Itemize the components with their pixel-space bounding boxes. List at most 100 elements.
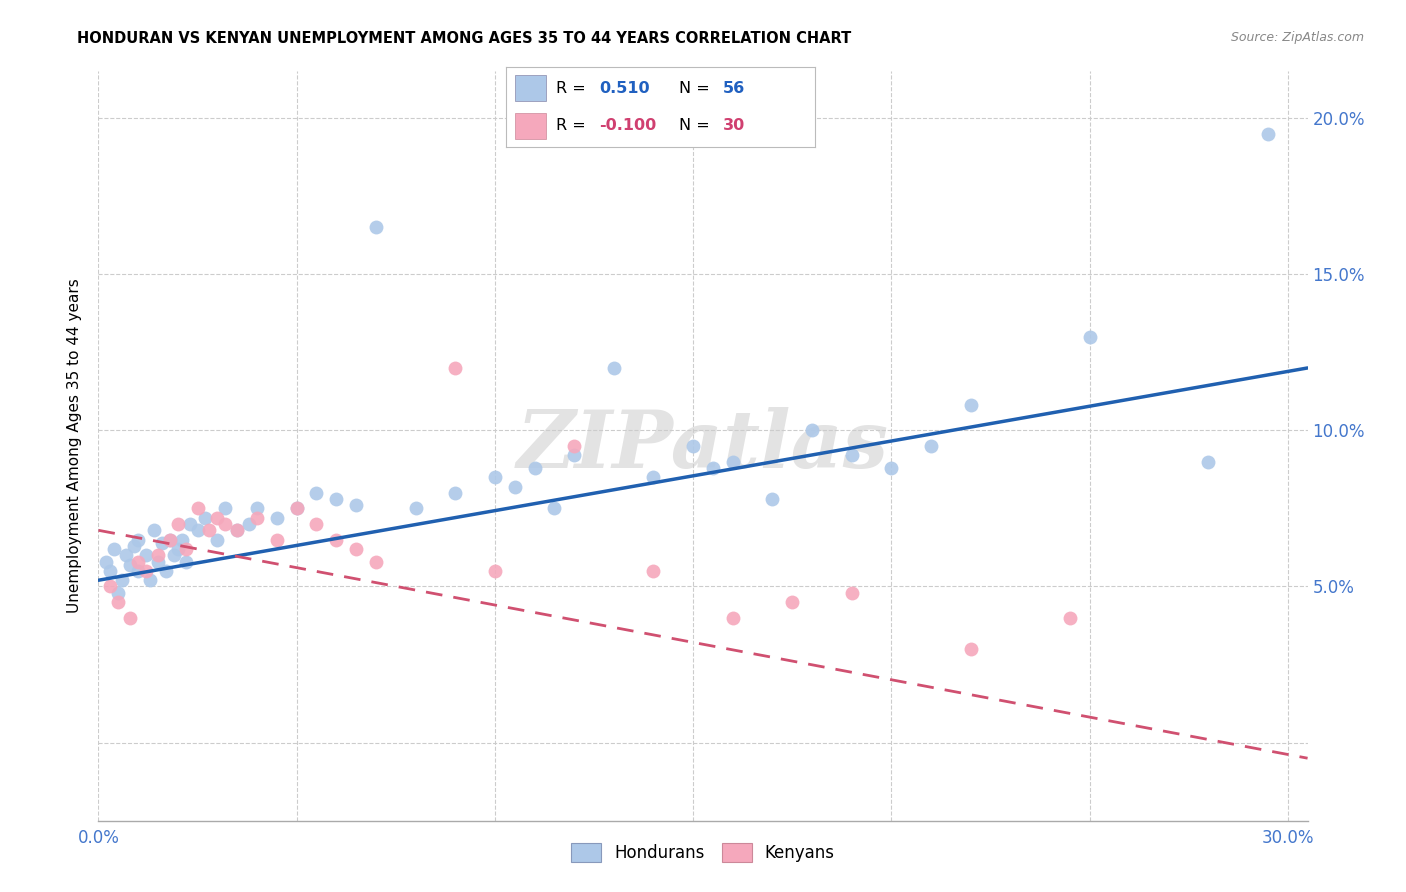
Point (122, 539, 145, 553)
Point (801, 424, 824, 438)
Point (1078, 330, 1101, 344)
Point (523, 461, 546, 475)
Point (1257, 127, 1279, 141)
Point (682, 439, 704, 453)
Text: 0.510: 0.510 (599, 80, 650, 95)
Point (214, 517, 236, 532)
Point (643, 470, 665, 484)
Point (115, 548, 138, 563)
Point (146, 548, 169, 563)
Text: 30: 30 (723, 119, 745, 134)
Point (159, 533, 181, 547)
Point (174, 542, 197, 557)
Point (146, 554, 169, 569)
Point (543, 501, 565, 516)
Point (305, 485, 328, 500)
FancyBboxPatch shape (516, 75, 547, 102)
FancyBboxPatch shape (516, 112, 547, 139)
Point (444, 361, 467, 376)
Point (186, 523, 208, 537)
Point (198, 523, 221, 537)
Point (562, 439, 585, 453)
Point (344, 542, 367, 557)
Point (120, 611, 142, 625)
Point (484, 470, 506, 484)
Point (305, 517, 328, 532)
Text: N =: N = (679, 80, 716, 95)
Point (103, 542, 125, 557)
Point (603, 361, 626, 376)
Text: HONDURAN VS KENYAN UNEMPLOYMENT AMONG AGES 35 TO 44 YEARS CORRELATION CHART: HONDURAN VS KENYAN UNEMPLOYMENT AMONG AG… (77, 31, 852, 46)
Point (643, 564, 665, 578)
Text: -0.100: -0.100 (599, 119, 657, 134)
Point (226, 523, 249, 537)
Point (246, 510, 269, 524)
Point (702, 461, 724, 475)
Point (96, 554, 118, 569)
Point (266, 533, 288, 547)
Point (166, 542, 188, 557)
Point (285, 501, 308, 516)
Point (111, 574, 134, 588)
Point (166, 517, 188, 532)
Point (214, 501, 236, 516)
Point (135, 564, 157, 578)
Point (127, 533, 149, 547)
Point (761, 492, 783, 507)
Text: Source: ZipAtlas.com: Source: ZipAtlas.com (1230, 31, 1364, 45)
Point (1198, 455, 1220, 469)
Point (266, 510, 288, 524)
Text: 56: 56 (723, 80, 745, 95)
Point (405, 501, 427, 516)
Point (484, 564, 506, 578)
Point (959, 398, 981, 412)
Point (880, 461, 903, 475)
Point (1059, 611, 1081, 625)
Point (127, 554, 149, 569)
Point (98, 580, 121, 594)
Point (163, 548, 186, 563)
Point (364, 220, 387, 235)
Point (207, 510, 229, 524)
Point (920, 439, 942, 453)
Point (226, 523, 249, 537)
Text: ZIPatlas: ZIPatlas (517, 408, 889, 484)
Point (444, 485, 467, 500)
Point (841, 586, 863, 600)
Point (107, 595, 129, 609)
Point (721, 455, 744, 469)
Point (780, 595, 803, 609)
Point (174, 554, 197, 569)
Point (179, 517, 201, 532)
Point (959, 642, 981, 657)
Point (186, 501, 208, 516)
Point (107, 586, 129, 600)
Text: R =: R = (555, 119, 591, 134)
Point (721, 611, 744, 625)
Y-axis label: Unemployment Among Ages 35 to 44 years: Unemployment Among Ages 35 to 44 years (67, 278, 83, 614)
Text: N =: N = (679, 119, 716, 134)
Point (150, 535, 173, 549)
Legend: Hondurans, Kenyans: Hondurans, Kenyans (564, 836, 842, 869)
Point (325, 533, 347, 547)
Point (135, 548, 157, 563)
Point (127, 564, 149, 578)
Point (364, 554, 387, 569)
Point (159, 533, 181, 547)
Point (155, 564, 177, 578)
Point (562, 449, 585, 463)
Point (344, 498, 367, 512)
Point (170, 533, 193, 547)
Point (207, 533, 229, 547)
Point (841, 449, 863, 463)
Point (139, 574, 162, 588)
Point (120, 558, 142, 572)
Point (325, 492, 347, 507)
Point (98, 564, 121, 578)
Point (194, 510, 217, 524)
Point (503, 480, 526, 494)
Text: R =: R = (555, 80, 591, 95)
Point (142, 523, 165, 537)
Point (285, 501, 308, 516)
Point (238, 517, 260, 532)
